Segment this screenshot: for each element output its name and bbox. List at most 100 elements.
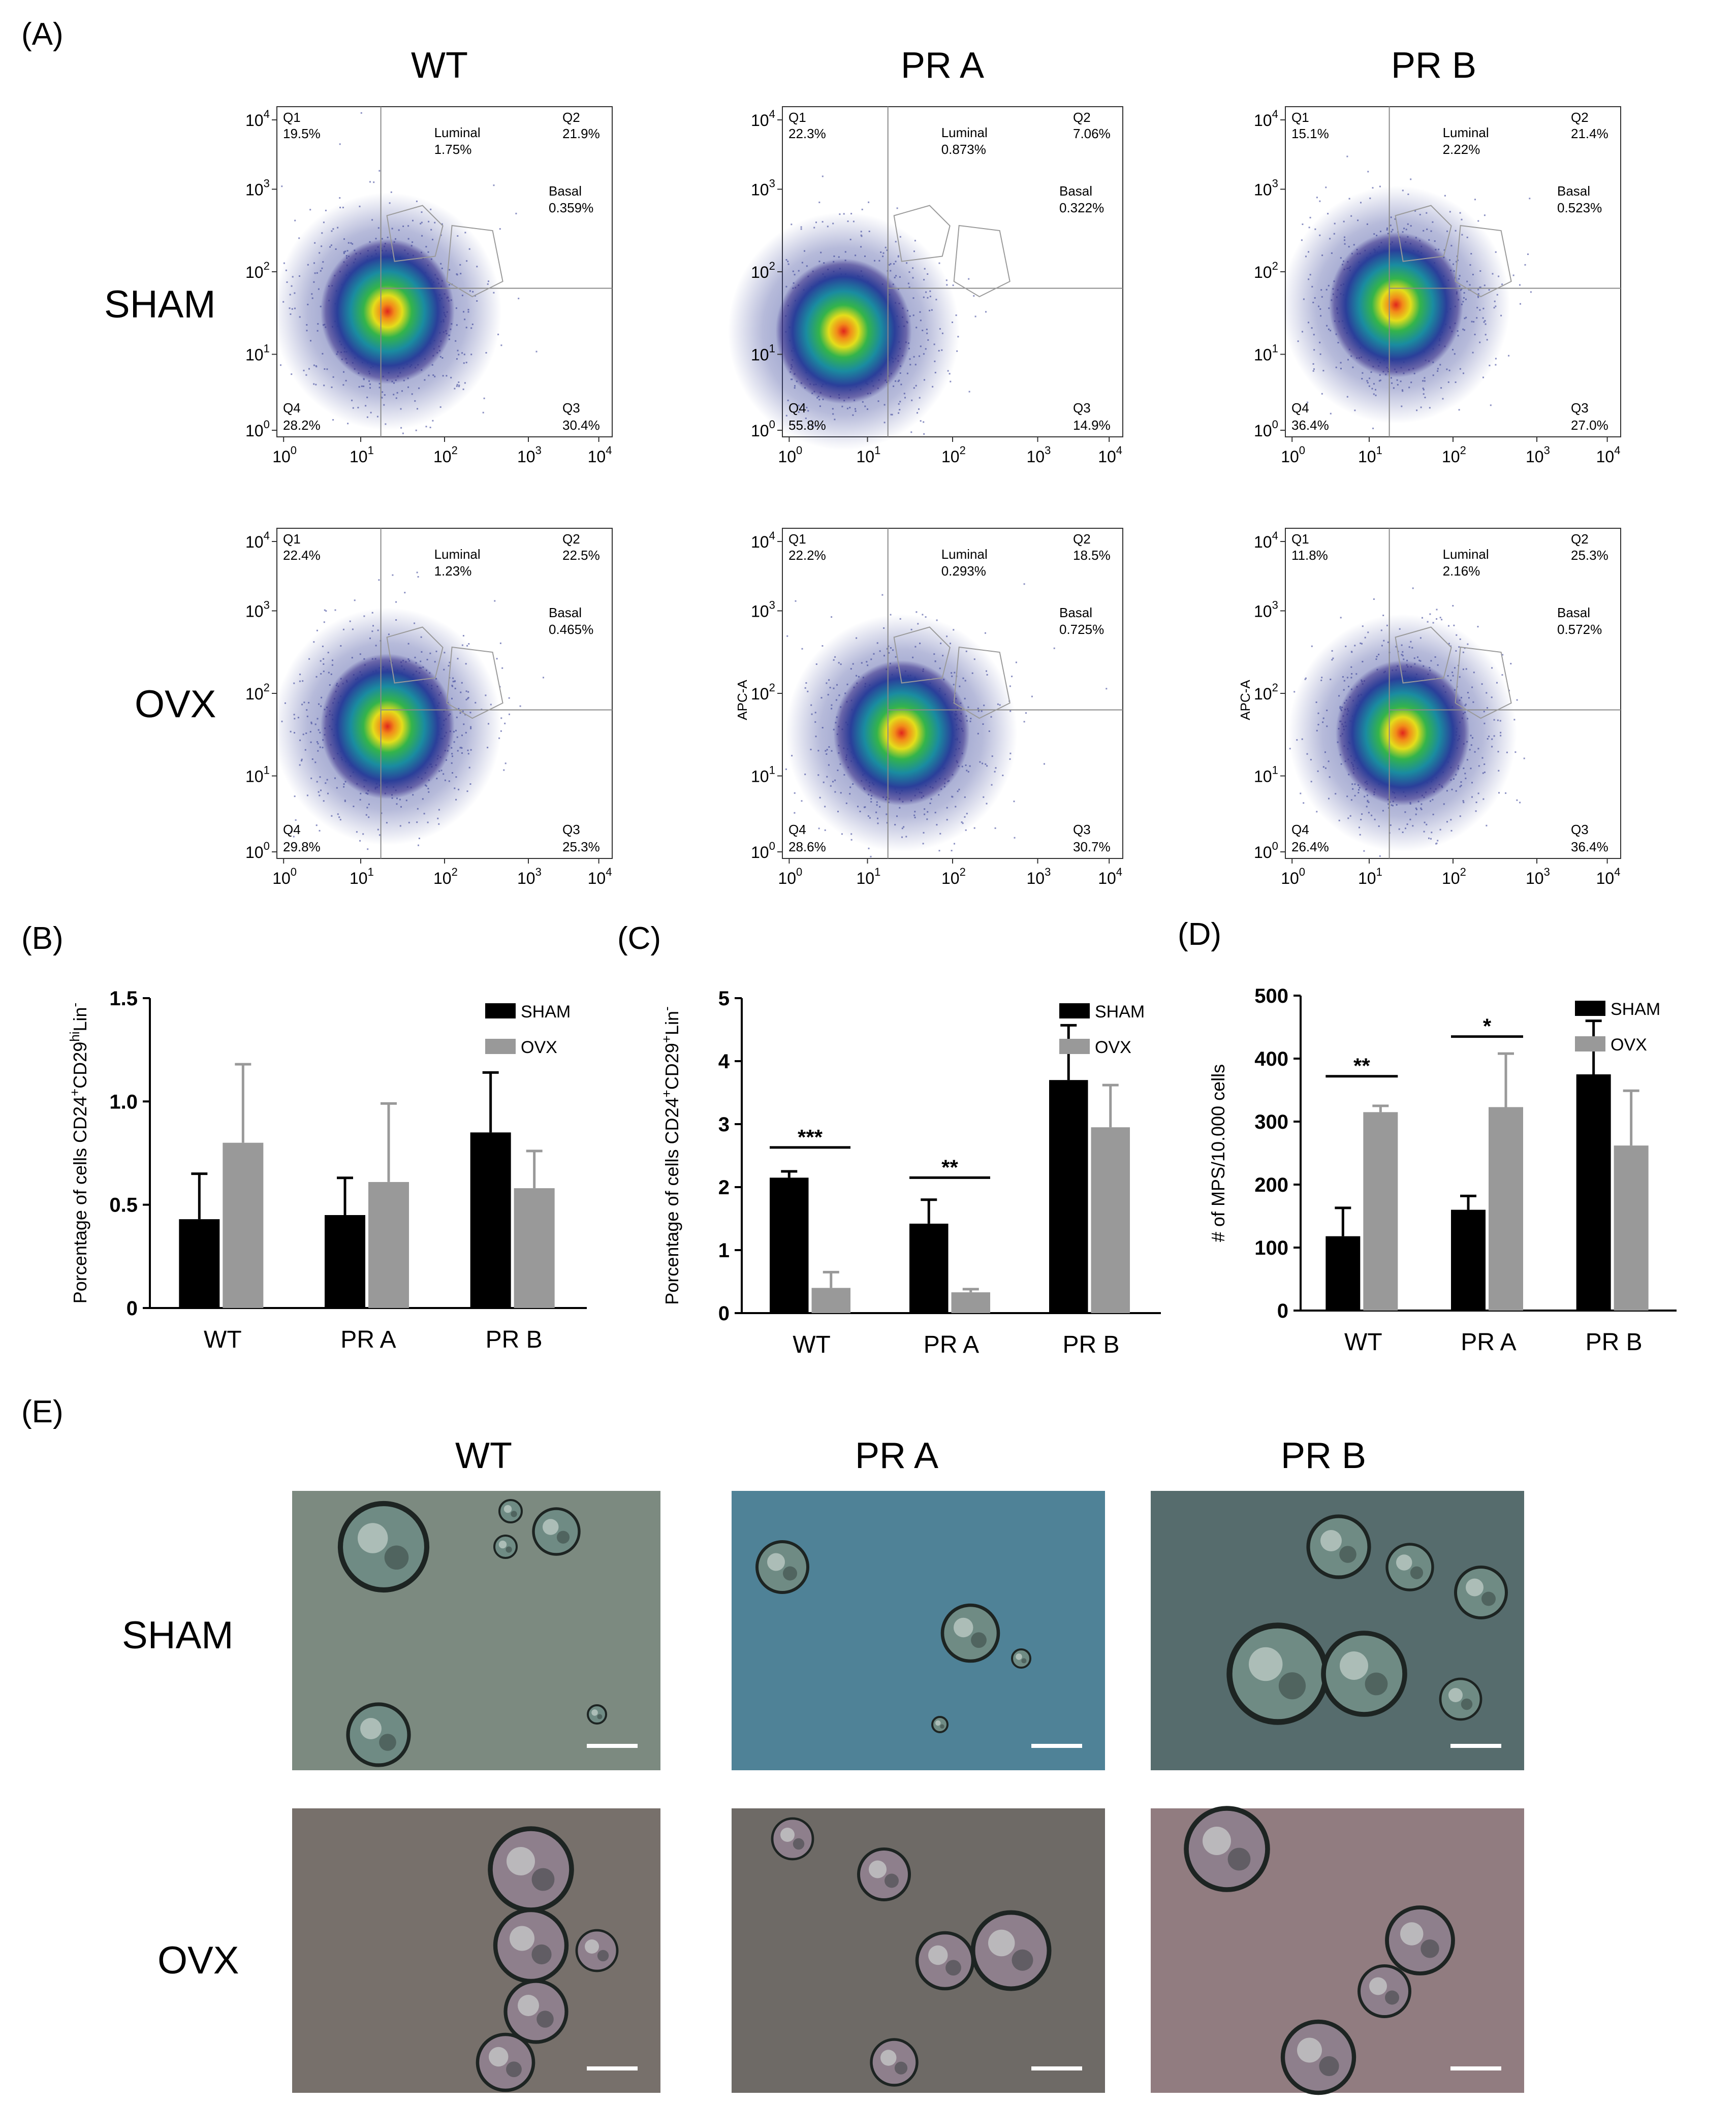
mammosphere <box>532 1507 581 1556</box>
y-tick-label: 102 <box>751 681 775 703</box>
q2-label: Q2 <box>562 110 580 125</box>
y-tick-label: 104 <box>245 108 270 130</box>
mammosphere <box>1321 1631 1407 1717</box>
q2-label: Q2 <box>1571 110 1589 125</box>
mammosphere <box>1385 1905 1455 1975</box>
y-tick-label: 400 <box>1254 1048 1288 1070</box>
legend-swatch <box>1575 1001 1605 1016</box>
y-tick-label: 103 <box>245 177 270 199</box>
micrograph-panels: WT PR A PR B SHAM OVX <box>122 1436 1524 2095</box>
mammosphere <box>1439 1677 1482 1721</box>
x-tick-label: 103 <box>517 866 542 887</box>
y-tick-label: 101 <box>245 764 270 786</box>
q3-label: Q3 <box>1571 822 1589 837</box>
x-tick-label: 102 <box>433 444 458 466</box>
x-tick-label: PR A <box>340 1326 396 1353</box>
bar-chart: 0 100 200 300 400 500 # of MPS/10.000 cells WT *… <box>1208 985 1677 1356</box>
x-tick-label: 101 <box>1358 866 1382 887</box>
bar-ovx <box>368 1182 409 1308</box>
micrograph-background <box>732 1491 1105 1770</box>
x-tick-label: PR A <box>924 1331 979 1358</box>
y-tick-label: 102 <box>245 681 270 703</box>
y-tick-label: 100 <box>751 840 775 862</box>
q4-label: Q4 <box>283 400 301 416</box>
q1-label: Q1 <box>1291 110 1309 125</box>
basal-label: Basal <box>1059 605 1092 620</box>
mammosphere <box>493 1535 518 1559</box>
luminal-label: Luminal <box>1443 547 1489 562</box>
x-tick-label: 101 <box>350 866 374 887</box>
x-tick-label: PR B <box>486 1326 543 1353</box>
mammosphere <box>476 2032 535 2092</box>
mammosphere <box>1358 1964 1411 2018</box>
luminal-value: 1.23% <box>434 563 472 579</box>
luminal-gate <box>1395 626 1452 684</box>
x-tick-label: 104 <box>1596 444 1621 466</box>
legend-swatch <box>1059 1039 1090 1054</box>
bar-chart: 0 1 2 3 4 5 Porcentage of cells CD24+CD29+Lin-… <box>659 987 1161 1358</box>
mammosphere <box>1454 1566 1508 1619</box>
basal-value: 0.359% <box>549 200 593 215</box>
flow-y-axis-label: APC-A <box>735 680 750 720</box>
q3-value: 14.9% <box>1073 418 1111 433</box>
q2-value: 18.5% <box>1073 548 1111 563</box>
luminal-gate <box>893 626 951 684</box>
q3-value: 30.7% <box>1073 839 1111 854</box>
q3-value: 30.4% <box>562 418 600 433</box>
y-axis-label: Porcentage of cells CD24+CD29+Lin- <box>659 1006 682 1304</box>
significance-label: ** <box>1353 1054 1370 1078</box>
panel-label-b: (B) <box>21 921 64 956</box>
micro-row-header-sham: SHAM <box>122 1614 234 1657</box>
luminal-label: Luminal <box>941 547 988 562</box>
x-tick-label: PR B <box>1062 1331 1119 1358</box>
significance-label: ** <box>941 1155 958 1179</box>
x-tick-label: 103 <box>1027 866 1051 887</box>
q1-value: 19.5% <box>283 126 321 141</box>
y-tick-label: 102 <box>245 260 270 281</box>
basal-value: 0.523% <box>1557 200 1602 215</box>
x-tick-label: 104 <box>588 866 612 887</box>
bar-chart: 0 0.5 1.0 1.5 Porcentage of cells CD24+CD29h… <box>67 987 587 1353</box>
x-tick-label: 102 <box>941 444 966 466</box>
legend-label: OVX <box>1095 1038 1131 1057</box>
legend-swatch <box>485 1003 516 1018</box>
basal-label: Basal <box>1059 183 1092 199</box>
basal-gate <box>1455 646 1512 719</box>
q4-value: 29.8% <box>283 839 321 854</box>
bar-sham <box>909 1223 949 1313</box>
y-tick-label: 103 <box>245 599 270 621</box>
q3-value: 27.0% <box>1571 418 1608 433</box>
flow-density-core <box>320 239 455 384</box>
basal-label: Basal <box>549 605 582 620</box>
x-tick-label: 101 <box>350 444 374 466</box>
y-tick-label: 101 <box>1254 764 1278 786</box>
significance-label: * <box>1483 1014 1492 1038</box>
flow-col-header-pra: PR A <box>901 45 984 86</box>
y-tick-label: 100 <box>245 418 270 440</box>
q1-value: 22.3% <box>788 126 826 141</box>
x-tick-label: 104 <box>1098 866 1122 887</box>
luminal-label: Luminal <box>1443 125 1489 140</box>
y-tick-label: 5 <box>718 987 730 1010</box>
x-tick-label: PR B <box>1586 1329 1643 1356</box>
basal-label: Basal <box>549 183 582 199</box>
y-tick-label: 100 <box>1254 418 1278 440</box>
x-tick-label: 101 <box>857 444 881 466</box>
mammosphere <box>870 2038 919 2087</box>
y-tick-label: 104 <box>751 529 775 551</box>
y-tick-label: 0 <box>127 1297 138 1320</box>
bar-sham <box>1576 1074 1611 1311</box>
bar-sham <box>1325 1236 1361 1311</box>
micrograph <box>732 1808 1105 2093</box>
luminal-label: Luminal <box>941 125 988 140</box>
significance-label: *** <box>798 1125 823 1149</box>
y-tick-label: 104 <box>751 108 775 130</box>
bar-sham <box>1049 1080 1088 1313</box>
y-tick-label: 101 <box>1254 342 1278 364</box>
y-tick-label: 100 <box>1254 1237 1288 1259</box>
micrograph <box>1151 1806 1524 2095</box>
basal-value: 0.572% <box>1557 622 1602 637</box>
basal-label: Basal <box>1557 605 1590 620</box>
